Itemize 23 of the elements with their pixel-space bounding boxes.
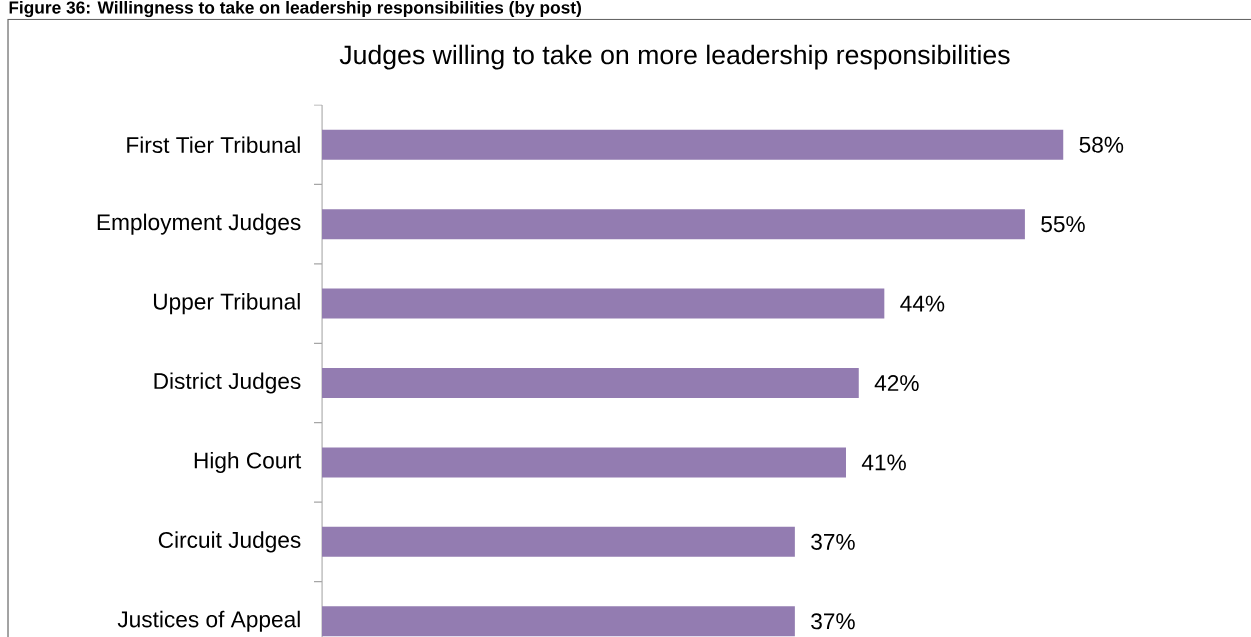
y-tick-label: Justices of Appeal xyxy=(117,610,300,632)
data-label: 37% xyxy=(811,533,855,550)
bar xyxy=(322,447,846,478)
y-tick-label: Upper Tribunal xyxy=(153,293,300,315)
y-tick-label: First Tier Tribunal xyxy=(127,136,300,154)
data-label: 44% xyxy=(900,295,945,312)
bar xyxy=(322,209,1025,240)
bar xyxy=(322,606,795,637)
y-tick-label: Employment Judges xyxy=(97,213,301,235)
data-label: 42% xyxy=(874,375,919,391)
y-tick-label: Circuit Judges xyxy=(158,531,301,553)
data-label: 55% xyxy=(1041,216,1085,233)
data-label: 37% xyxy=(811,613,855,630)
caption: Figure 36: Willingness to take on leadership responsibilities (by post) xyxy=(9,0,581,18)
bar xyxy=(322,368,859,399)
bar xyxy=(322,288,885,319)
y-tick-label: High Court xyxy=(194,451,302,473)
bar xyxy=(322,526,795,557)
data-label: 58% xyxy=(1079,136,1124,153)
chart-title: Judges willing to take on more leadership responsibilities xyxy=(339,44,1010,70)
y-tick-label: District Judges xyxy=(154,372,301,394)
data-label: 41% xyxy=(861,454,906,471)
bar xyxy=(322,129,1064,160)
